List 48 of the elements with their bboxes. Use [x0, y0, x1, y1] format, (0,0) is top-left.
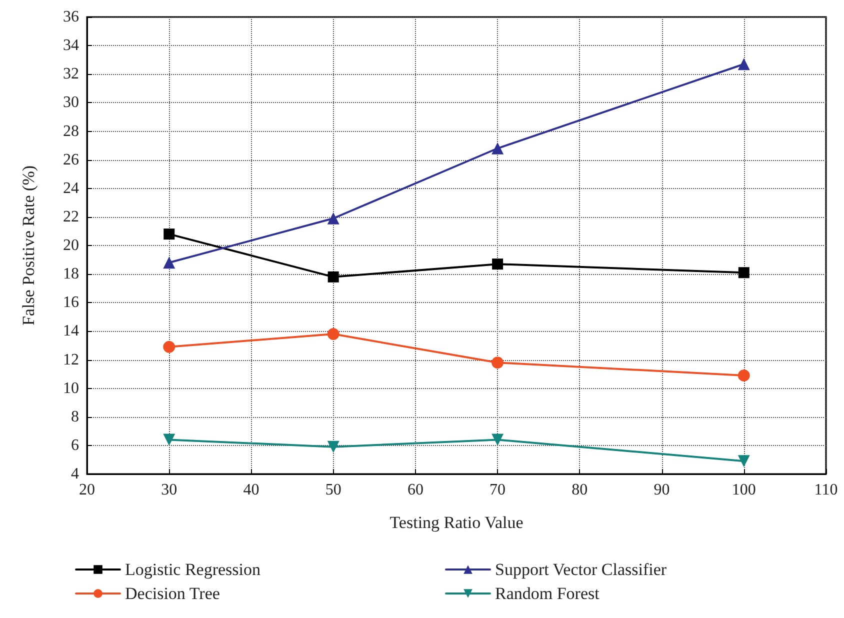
- x-tick-label: 70: [490, 482, 506, 498]
- y-tick-label: 28: [63, 122, 79, 140]
- y-tick-label: 24: [63, 180, 79, 197]
- x-tick-label: 40: [243, 482, 260, 498]
- y-tick-label: 36: [63, 8, 79, 26]
- y-tick-label: 30: [63, 94, 79, 112]
- y-tick-label: 34: [63, 37, 79, 54]
- x-tick-label: 30: [161, 482, 178, 498]
- x-tick-label: 60: [407, 482, 424, 498]
- x-tick-label: 110: [814, 482, 838, 498]
- point: [492, 434, 504, 446]
- legend-label: Logistic Regression: [125, 560, 262, 579]
- y-tick-label: 32: [63, 66, 79, 83]
- y-tick-label: 6: [71, 436, 79, 454]
- point: [163, 340, 176, 353]
- legend-label: Random Forest: [495, 584, 600, 603]
- point: [327, 328, 340, 340]
- point: [492, 142, 504, 154]
- y-axis-title: False Positive Rate (%): [19, 165, 38, 326]
- legend-label: Support Vector Classifier: [495, 560, 667, 579]
- y-tick-label: 20: [63, 237, 79, 254]
- x-tick-label: 80: [572, 482, 588, 498]
- point: [328, 271, 339, 282]
- x-axis-title: Testing Ratio Value: [390, 513, 524, 532]
- x-tick-label: 90: [654, 482, 670, 498]
- point: [738, 58, 750, 70]
- y-tick-label: 16: [63, 294, 79, 312]
- point: [163, 256, 176, 269]
- x-tick-label: 50: [325, 482, 342, 498]
- x-tick-label: 100: [732, 482, 756, 498]
- y-tick-label: 14: [63, 322, 79, 340]
- point: [492, 356, 504, 369]
- y-tick-label: 10: [63, 380, 79, 397]
- point: [738, 455, 750, 468]
- y-tick-label: 18: [63, 266, 79, 283]
- point: [327, 440, 340, 453]
- point: [327, 212, 340, 224]
- point: [164, 228, 175, 240]
- y-tick-label: 8: [71, 408, 79, 426]
- y-tick-label: 12: [63, 351, 79, 368]
- y-tick-label: 22: [63, 208, 79, 226]
- point: [163, 434, 176, 446]
- y-tick-label: 26: [63, 151, 79, 168]
- y-tick-label: 4: [71, 466, 79, 482]
- point: [738, 267, 750, 278]
- legend-label: Decision Tree: [125, 584, 220, 603]
- point: [492, 258, 504, 270]
- point: [738, 369, 750, 382]
